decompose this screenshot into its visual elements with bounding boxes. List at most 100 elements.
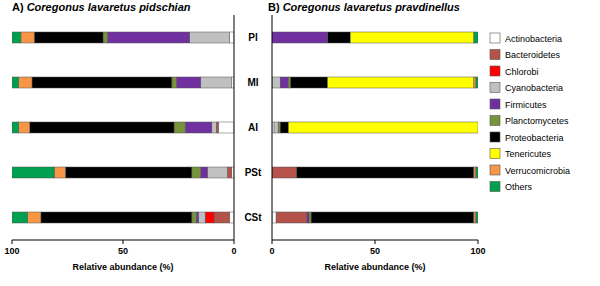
bar-segment xyxy=(207,167,227,178)
bar-segment xyxy=(107,32,189,43)
legend-swatch xyxy=(490,182,500,192)
bar-segment xyxy=(216,122,218,133)
legend-swatch xyxy=(490,83,500,93)
legend-label: Bacteroidetes xyxy=(505,50,561,60)
bar-segment xyxy=(474,32,478,43)
bar-segment xyxy=(198,212,205,223)
tick-label: 0 xyxy=(231,246,236,256)
bar-segment xyxy=(288,77,290,88)
bar-segment xyxy=(212,122,216,133)
bar-segment xyxy=(196,212,198,223)
bar-segment xyxy=(272,212,276,223)
tick xyxy=(123,240,124,244)
tick xyxy=(478,240,479,244)
bar-segment xyxy=(478,122,479,133)
bar-segment xyxy=(12,212,28,223)
bar-segment xyxy=(274,122,278,133)
bar-segment xyxy=(272,167,297,178)
legend-label: Chlorobi xyxy=(505,67,539,77)
legend-label: Verrucomicrobia xyxy=(505,166,570,176)
bar-segment xyxy=(54,167,65,178)
bar-segment xyxy=(201,77,232,88)
bar-segment xyxy=(328,32,351,43)
bar-segment xyxy=(32,77,172,88)
bar-segment xyxy=(307,212,309,223)
legend-swatch xyxy=(490,99,500,109)
bar-segment xyxy=(201,167,208,178)
bar-segment xyxy=(478,122,479,133)
bar-segment xyxy=(214,212,230,223)
bar-segment xyxy=(12,167,54,178)
legend-label: Proteobacteria xyxy=(505,133,564,143)
bar-segment xyxy=(476,212,478,223)
bar-segment xyxy=(476,77,478,88)
bar-segment xyxy=(190,32,230,43)
category-label: PSt xyxy=(245,167,262,178)
bar-segment xyxy=(474,167,476,178)
legend-swatch xyxy=(490,165,500,175)
legend-swatch xyxy=(490,50,500,60)
category-label: CSt xyxy=(244,212,262,223)
legend-swatch xyxy=(490,132,500,142)
tick-label: 100 xyxy=(470,246,485,256)
bar-segment xyxy=(328,77,474,88)
category-label: MI xyxy=(247,77,258,88)
bar-segment xyxy=(41,212,192,223)
bar-segment xyxy=(28,212,41,223)
tick-label: 0 xyxy=(269,246,274,256)
title: B) Coregonus lavaretus pravdinellus xyxy=(268,1,460,13)
tick-label: 50 xyxy=(370,246,380,256)
legend-label: Firmicutes xyxy=(505,100,547,110)
bar-segment xyxy=(192,212,196,223)
bar-segment xyxy=(192,167,201,178)
legend-swatch xyxy=(490,149,500,159)
tick xyxy=(375,240,376,244)
legend-label: Planctomycetes xyxy=(505,116,569,126)
bar-segment xyxy=(350,32,474,43)
bar-segment xyxy=(227,167,231,178)
bar-segment xyxy=(474,77,476,88)
bar-segment xyxy=(34,32,103,43)
bar-segment xyxy=(297,167,474,178)
category-label: Pl xyxy=(248,32,258,43)
bar-segment xyxy=(288,122,478,133)
bar-segment xyxy=(103,32,107,43)
title: A) Coregonus lavaretus pidschian xyxy=(12,1,191,13)
bar-segment xyxy=(65,167,192,178)
bar-segment xyxy=(272,32,328,43)
bar-segment xyxy=(174,122,185,133)
bar-segment xyxy=(230,212,234,223)
bar-segment xyxy=(19,77,32,88)
bar-segment xyxy=(205,212,214,223)
bar-segment xyxy=(291,77,328,88)
bars xyxy=(12,32,234,223)
tick-label: 50 xyxy=(118,246,128,256)
bar-segment xyxy=(280,77,288,88)
tick xyxy=(12,240,13,244)
bar-segment xyxy=(311,212,474,223)
bar-segment xyxy=(230,32,234,43)
bar-segment xyxy=(218,122,234,133)
bars xyxy=(272,32,478,223)
bar-segment xyxy=(309,212,311,223)
bar-segment xyxy=(30,122,174,133)
bar-segment xyxy=(272,77,280,88)
bar-segment xyxy=(474,212,476,223)
y-axis xyxy=(272,15,273,240)
tick xyxy=(272,240,273,244)
legend: ActinobacteriaBacteroidetesChlorobiCyano… xyxy=(490,33,570,192)
bar-segment xyxy=(185,122,212,133)
bar-segment xyxy=(12,122,19,133)
x-axis-label: Relative abundance (%) xyxy=(72,262,173,272)
legend-label: Actinobacteria xyxy=(505,34,562,44)
bar-segment xyxy=(476,167,478,178)
bar-segment xyxy=(12,32,21,43)
bar-segment xyxy=(176,77,200,88)
bar-segment xyxy=(12,77,19,88)
bar-segment xyxy=(21,32,34,43)
category-label: AI xyxy=(248,122,258,133)
bar-segment xyxy=(280,122,288,133)
chart: A) Coregonus lavaretus pidschian 0 50 100 Re… xyxy=(0,0,600,286)
legend-label: Tenericutes xyxy=(505,149,552,159)
y-axis xyxy=(234,15,235,240)
